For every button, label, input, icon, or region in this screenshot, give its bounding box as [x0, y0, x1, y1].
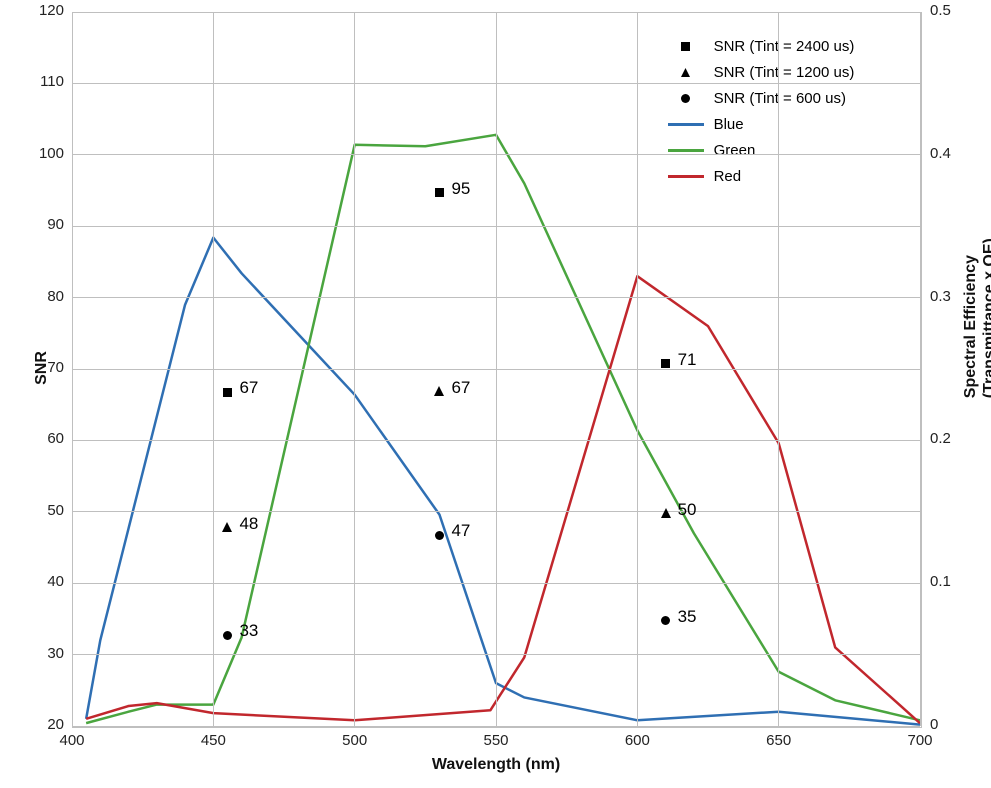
legend-label: SNR (Tint = 2400 us)	[714, 38, 855, 55]
y-right-tick-label: 0.5	[930, 2, 951, 19]
marker-circle	[222, 628, 233, 646]
marker-label: 50	[678, 500, 697, 520]
x-tick-label: 600	[622, 732, 652, 749]
y-right-tick-label: 0.4	[930, 145, 951, 162]
gridline-horizontal	[72, 726, 920, 727]
y-right-tick-label: 0	[930, 716, 938, 733]
y-right-tick-label: 0.3	[930, 288, 951, 305]
line-series-blue	[86, 238, 920, 725]
y-right-tick-label: 0.1	[930, 573, 951, 590]
gridline-horizontal	[72, 297, 920, 298]
marker-triangle	[221, 520, 233, 538]
legend: SNR (Tint = 2400 us) SNR (Tint = 1200 us)…	[666, 33, 855, 189]
x-tick-label: 550	[481, 732, 511, 749]
legend-item: SNR (Tint = 600 us)	[666, 85, 855, 111]
gridline-horizontal	[72, 226, 920, 227]
marker-square	[660, 356, 671, 374]
gridline-horizontal	[72, 12, 920, 13]
legend-label: Blue	[714, 116, 744, 133]
y-left-tick-label: 110	[40, 73, 64, 90]
marker-label: 48	[239, 514, 258, 534]
legend-label: SNR (Tint = 600 us)	[714, 90, 846, 107]
legend-item: Blue	[666, 111, 855, 137]
gridline-horizontal	[72, 583, 920, 584]
marker-label: 67	[239, 378, 258, 398]
x-tick-label: 700	[905, 732, 935, 749]
gridline-horizontal	[72, 154, 920, 155]
line-series-red	[86, 276, 920, 723]
marker-triangle	[433, 384, 445, 402]
legend-label: Red	[714, 168, 742, 185]
line-series-green	[86, 135, 920, 723]
y-left-tick-label: 90	[47, 216, 64, 233]
legend-square-icon	[666, 41, 706, 52]
legend-line-swatch	[666, 123, 706, 126]
legend-line-swatch	[666, 175, 706, 178]
y-left-tick-label: 40	[47, 573, 64, 590]
x-tick-label: 400	[57, 732, 87, 749]
gridline-horizontal	[72, 369, 920, 370]
marker-label: 67	[451, 378, 470, 398]
x-tick-label: 650	[764, 732, 794, 749]
legend-circle-icon	[666, 93, 706, 104]
marker-circle	[660, 613, 671, 631]
marker-label: 47	[451, 521, 470, 541]
gridline-horizontal	[72, 511, 920, 512]
marker-square	[222, 385, 233, 403]
gridline-horizontal	[72, 83, 920, 84]
x-axis-label: Wavelength (nm)	[416, 756, 576, 774]
marker-triangle	[660, 506, 672, 524]
legend-item: Green	[666, 137, 855, 163]
y-left-tick-label: 20	[47, 716, 64, 733]
legend-line-swatch	[666, 149, 706, 152]
legend-label: Green	[714, 142, 756, 159]
marker-label: 33	[239, 621, 258, 641]
y-left-tick-label: 60	[47, 430, 64, 447]
legend-item: SNR (Tint = 1200 us)	[666, 59, 855, 85]
marker-label: 71	[678, 350, 697, 370]
chart-container: SNR (Tint = 2400 us) SNR (Tint = 1200 us)…	[0, 0, 991, 788]
x-tick-label: 500	[340, 732, 370, 749]
y-right-axis-label: Spectral Efficiency (Transmittance x QE)	[961, 338, 991, 398]
y-left-tick-label: 120	[39, 2, 64, 19]
y-right-axis-label-line1: Spectral Efficiency (Transmittance x QE)	[961, 338, 991, 398]
y-left-tick-label: 100	[39, 145, 64, 162]
y-left-tick-label: 70	[47, 359, 64, 376]
legend-item: SNR (Tint = 2400 us)	[666, 33, 855, 59]
y-left-tick-label: 80	[47, 288, 64, 305]
legend-label: SNR (Tint = 1200 us)	[714, 64, 855, 81]
marker-label: 35	[678, 607, 697, 627]
marker-square	[434, 185, 445, 203]
gridline-horizontal	[72, 440, 920, 441]
gridline-horizontal	[72, 654, 920, 655]
marker-circle	[434, 528, 445, 546]
y-right-tick-label: 0.2	[930, 430, 951, 447]
x-tick-label: 450	[198, 732, 228, 749]
marker-label: 95	[451, 179, 470, 199]
legend-item: Red	[666, 163, 855, 189]
y-left-tick-label: 50	[47, 502, 64, 519]
legend-triangle-icon	[666, 67, 706, 78]
y-left-tick-label: 30	[47, 645, 64, 662]
